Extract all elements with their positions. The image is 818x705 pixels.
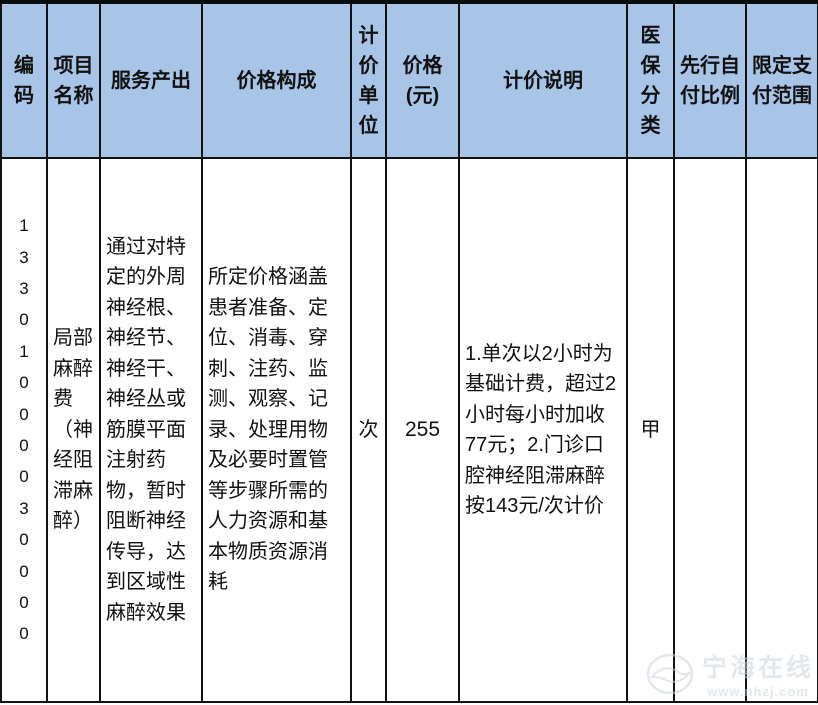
header-cell-pricing-note: 计价说明	[458, 1, 628, 159]
cell-limited-payment-scope	[745, 157, 818, 703]
header-cell-service-output: 服务产出	[99, 1, 203, 159]
header-cell-pricing-unit: 计 价 单 位	[350, 1, 387, 159]
header-row: 编 码 项目 名称 服务产出 价格构成 计 价 单 位 价格 (元) 计价说明 …	[0, 1, 818, 159]
header-cell-advance-self-pay-ratio: 先行自 付比例	[673, 1, 747, 159]
cell-price-yuan: 255	[385, 157, 460, 703]
cell-pricing-unit: 次	[350, 157, 387, 703]
table-body: 1 3 3 0 1 0 0 0 0 3 0 0 0 0 局部 麻醉 费 （神 经…	[0, 157, 818, 703]
header-cell-item-name: 项目 名称	[46, 1, 101, 159]
cell-price-composition: 所定价格涵盖 患者准备、定 位、消毒、穿 刺、注药、监 测、观察、记 录、处理用…	[201, 157, 352, 703]
cell-code: 1 3 3 0 1 0 0 0 0 3 0 0 0 0	[0, 157, 48, 703]
cell-advance-self-pay-ratio	[673, 157, 747, 703]
header-cell-code: 编 码	[0, 1, 48, 159]
cell-item-name: 局部 麻醉 费 （神 经阻 滞麻 醉）	[46, 157, 101, 703]
header-cell-insurance-class: 医 保 分 类	[626, 1, 675, 159]
cell-insurance-class: 甲	[626, 157, 675, 703]
header-cell-price-composition: 价格构成	[201, 1, 352, 159]
table-row: 1 3 3 0 1 0 0 0 0 3 0 0 0 0 局部 麻醉 费 （神 经…	[0, 157, 818, 703]
cell-pricing-note: 1.单次以2小时为 基础计费，超过2 小时每小时加收 77元；2.门诊口 腔神经…	[458, 157, 628, 703]
cell-service-output: 通过对特 定的外周 神经根、 神经节、 神经干、 神经丛或 筋膜平面 注射药 物…	[99, 157, 203, 703]
table-header: 编 码 项目 名称 服务产出 价格构成 计 价 单 位 价格 (元) 计价说明 …	[0, 1, 818, 159]
header-cell-price-yuan: 价格 (元)	[385, 1, 460, 159]
header-cell-limited-payment-scope: 限定支 付范围	[745, 1, 818, 159]
